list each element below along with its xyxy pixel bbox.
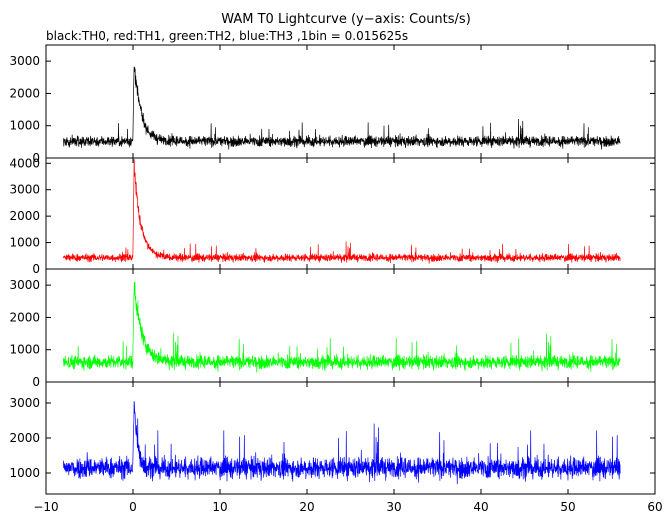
y-tick-label: 2000 — [9, 86, 40, 100]
x-tick-label: 40 — [473, 500, 488, 514]
y-tick-label: 2000 — [9, 310, 40, 324]
chart-title: WAM T0 Lightcurve (y−axis: Counts/s) — [221, 12, 471, 27]
x-tick-label: 20 — [299, 500, 314, 514]
panel-th2: 0 1000 2000 3000 — [9, 268, 656, 389]
y-tick-label: 4000 — [9, 156, 40, 170]
y-tick-label: 3000 — [9, 278, 40, 292]
y-tick-label: 1000 — [9, 236, 40, 250]
y-tick-label: 0 — [32, 262, 40, 276]
x-tick-label: 10 — [212, 500, 227, 514]
y-tick-label: 3000 — [9, 396, 40, 410]
y-tick-label: 1000 — [9, 119, 40, 133]
x-axis: −10 0 10 20 30 40 50 60 — [33, 500, 662, 514]
x-tick-label: 50 — [560, 500, 575, 514]
x-tick-label: 30 — [386, 500, 401, 514]
series-line-th2 — [63, 281, 621, 373]
y-tick-label: 0 — [32, 375, 40, 389]
x-tick-label: 60 — [647, 500, 662, 514]
x-tick-label: 0 — [129, 500, 137, 514]
series-line-th0 — [63, 66, 621, 150]
panel-frame — [45, 268, 656, 383]
panel-th3: 1000 2000 3000 — [9, 381, 656, 495]
y-tick-label: 3000 — [9, 54, 40, 68]
panel-th0: 0 1000 2000 3000 — [9, 44, 656, 165]
y-tick-label: 2000 — [9, 209, 40, 223]
y-tick-label: 2000 — [9, 431, 40, 445]
y-tick-label: 0 — [32, 151, 40, 165]
x-tick-label: −10 — [33, 500, 58, 514]
panel-th1: 0 1000 2000 3000 4000 — [9, 156, 656, 276]
panels: 0100020003000010002000300040000100020003… — [9, 44, 656, 495]
chart-subtitle: black:TH0, red:TH1, green:TH2, blue:TH3 … — [46, 29, 408, 43]
series-line-th1 — [63, 159, 621, 264]
y-tick-label: 3000 — [9, 183, 40, 197]
y-tick-label: 1000 — [9, 466, 40, 480]
y-tick-label: 1000 — [9, 343, 40, 357]
series-line-th3 — [63, 401, 621, 485]
